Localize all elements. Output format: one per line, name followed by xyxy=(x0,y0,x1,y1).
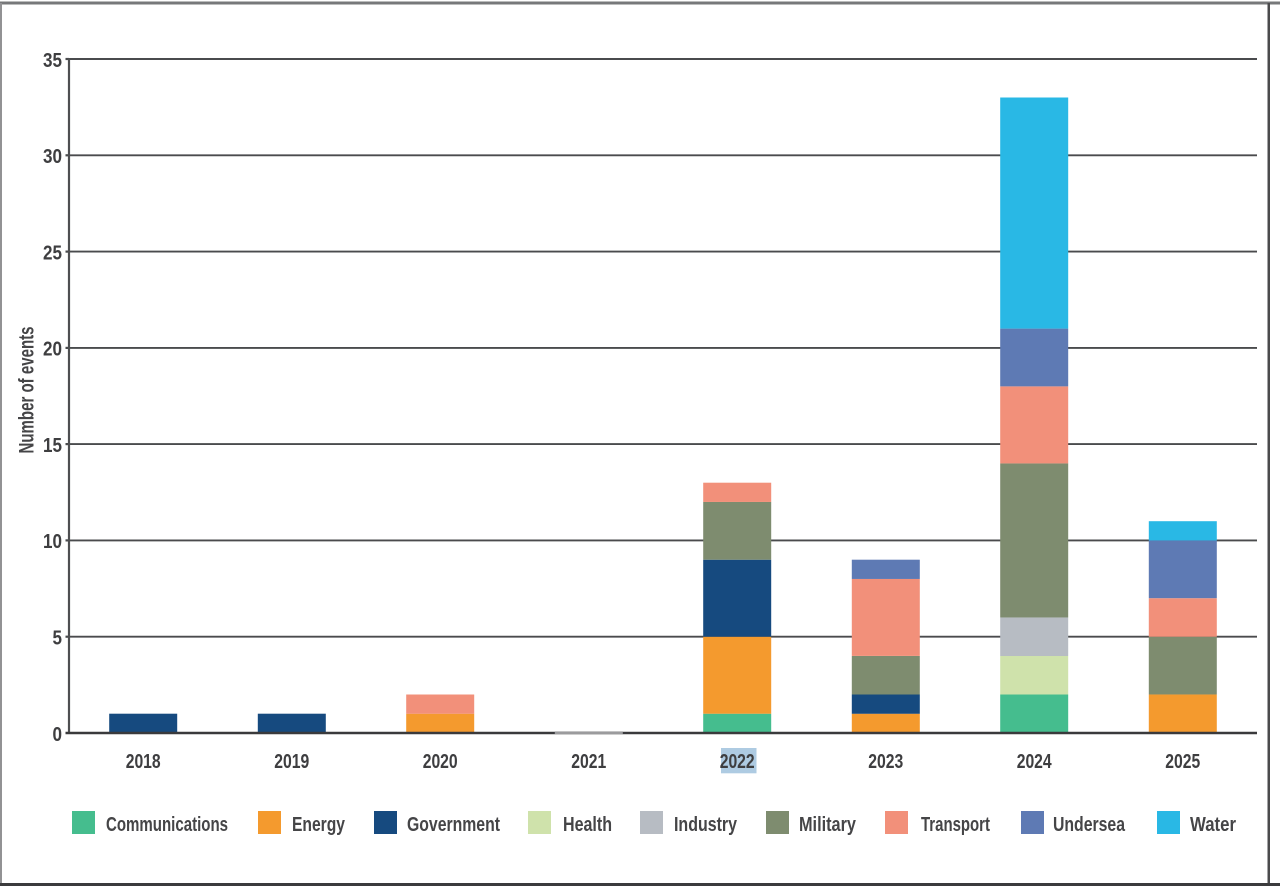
svg-text:2023: 2023 xyxy=(868,751,903,773)
svg-text:35: 35 xyxy=(43,50,62,72)
svg-text:5: 5 xyxy=(53,628,63,650)
svg-text:15: 15 xyxy=(43,435,62,457)
svg-text:Government: Government xyxy=(407,814,500,836)
svg-text:Energy: Energy xyxy=(292,814,346,836)
svg-text:Health: Health xyxy=(563,814,612,836)
svg-text:0: 0 xyxy=(53,724,63,746)
svg-text:2025: 2025 xyxy=(1165,751,1200,773)
svg-text:2021: 2021 xyxy=(571,751,606,773)
svg-text:2018: 2018 xyxy=(126,751,161,773)
svg-text:2024: 2024 xyxy=(1017,751,1053,773)
svg-text:Number of events: Number of events xyxy=(16,327,39,454)
svg-text:25: 25 xyxy=(43,242,62,264)
svg-text:20: 20 xyxy=(43,339,62,361)
svg-text:Communications: Communications xyxy=(106,814,228,836)
svg-text:2020: 2020 xyxy=(423,751,458,773)
svg-text:Military: Military xyxy=(799,814,857,836)
svg-text:Water: Water xyxy=(1190,814,1236,836)
svg-text:10: 10 xyxy=(43,531,62,553)
svg-text:Transport: Transport xyxy=(921,814,990,836)
svg-text:2019: 2019 xyxy=(274,751,309,773)
svg-text:30: 30 xyxy=(43,146,62,168)
svg-text:Undersea: Undersea xyxy=(1053,814,1126,836)
svg-text:2022: 2022 xyxy=(720,751,755,773)
svg-text:Industry: Industry xyxy=(674,814,738,836)
